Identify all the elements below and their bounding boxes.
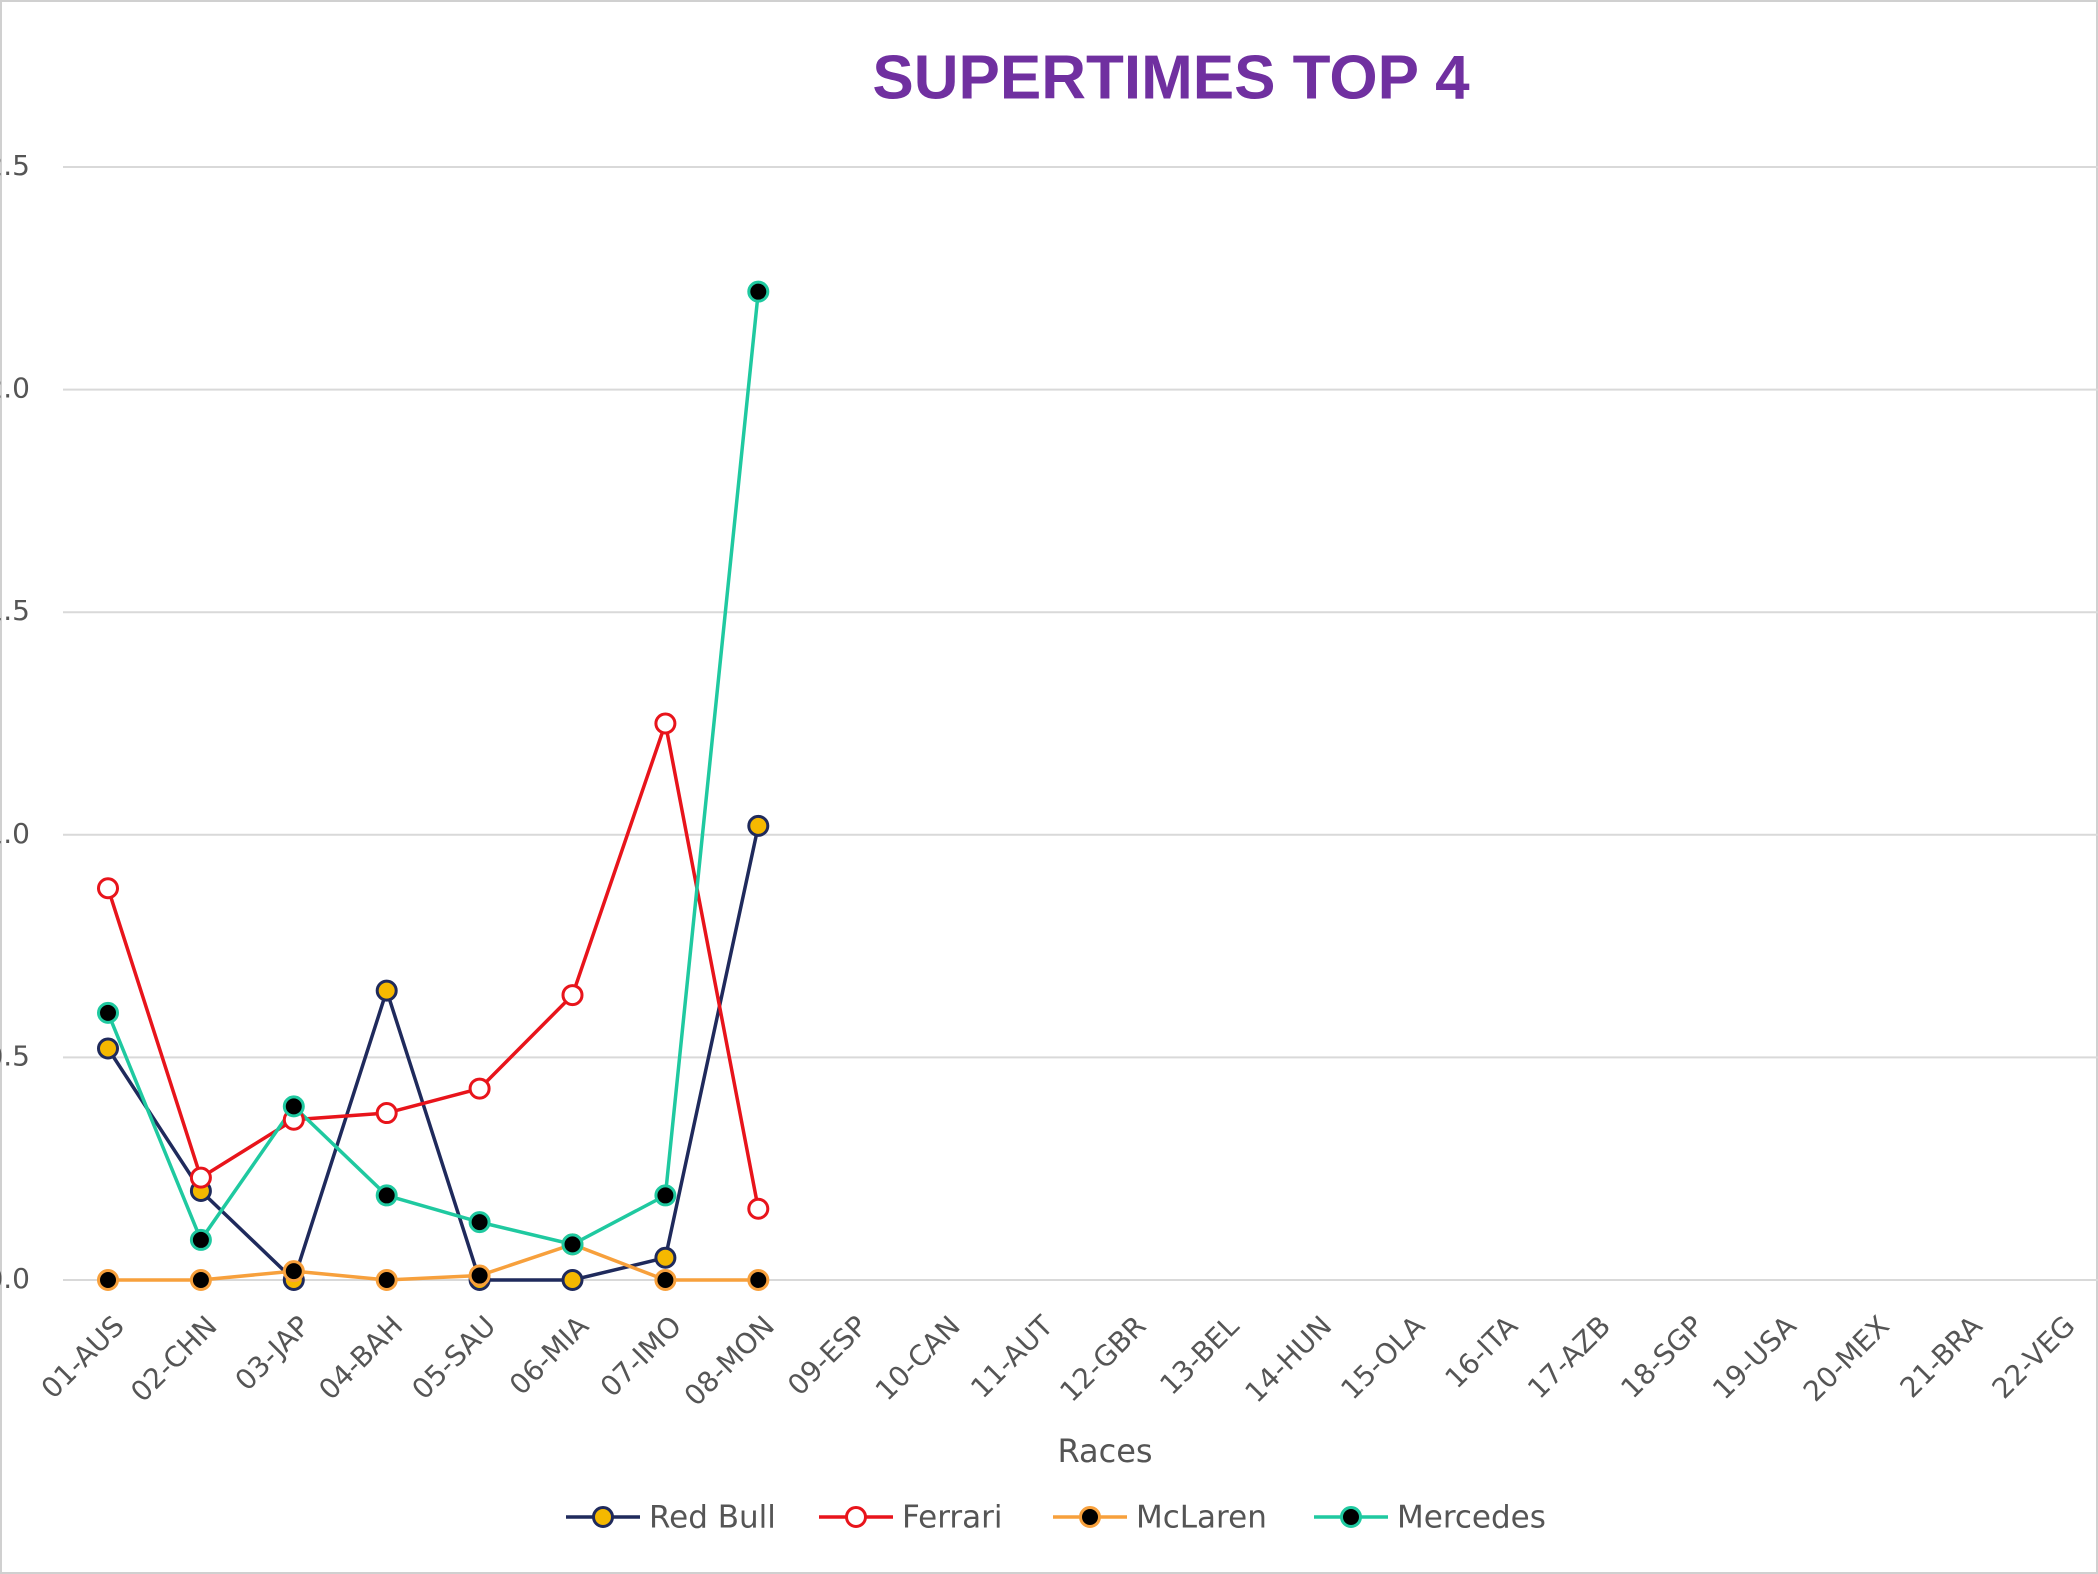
x-tick-label: 06-MIA: [503, 1309, 595, 1401]
x-tick-label: 03-JAP: [229, 1309, 317, 1397]
x-tick-label: 18-SGP: [1614, 1309, 1710, 1405]
marker: [654, 1269, 677, 1291]
marker: [561, 1233, 584, 1256]
marker: [654, 1184, 677, 1207]
x-axis-title: Races: [1057, 1432, 1152, 1470]
x-tick-label: 12-GBR: [1053, 1309, 1152, 1408]
marker: [282, 1095, 305, 1118]
marker: [654, 1246, 677, 1269]
marker: [375, 1102, 398, 1125]
x-tick-label: 22-VEG: [1986, 1309, 2082, 1405]
legend-label: Ferrari: [902, 1500, 1003, 1536]
legend-label: Mercedes: [1397, 1500, 1546, 1536]
legend-marker: [1340, 1506, 1362, 1528]
legend-marker: [1079, 1506, 1101, 1528]
x-tick-label: 13-BEL: [1153, 1309, 1245, 1401]
marker: [97, 877, 119, 900]
marker: [375, 979, 398, 1002]
x-tick-label: 19-USA: [1706, 1309, 1803, 1406]
marker: [654, 712, 677, 735]
y-tick-label: 0.0: [0, 1262, 30, 1295]
marker: [468, 1264, 491, 1287]
marker: [468, 1077, 491, 1100]
marker: [747, 814, 770, 837]
x-tick-label: 14-HUN: [1238, 1309, 1338, 1409]
marker: [561, 984, 584, 1007]
x-tick-label: 15-OLA: [1334, 1309, 1431, 1406]
legend-marker: [592, 1506, 614, 1528]
marker: [189, 1166, 212, 1189]
y-tick-label: 1.0: [0, 817, 30, 850]
chart-title: SUPERTIMES TOP 4: [872, 43, 1470, 112]
marker: [282, 1260, 305, 1283]
x-tick-label: 02-CHN: [124, 1309, 223, 1408]
x-tick-label: 21-BRA: [1894, 1309, 1989, 1404]
marker: [747, 280, 770, 303]
x-tick-label: 20-MEX: [1797, 1309, 1896, 1408]
x-tick-label: 05-SAU: [406, 1309, 503, 1406]
marker: [468, 1211, 491, 1234]
marker: [189, 1228, 212, 1251]
x-tick-label: 04-BAH: [312, 1309, 409, 1406]
marker: [375, 1184, 398, 1207]
y-tick-label: 0.5: [0, 1039, 30, 1072]
x-tick-label: 17-AZB: [1521, 1309, 1617, 1405]
marker: [189, 1269, 212, 1291]
marker: [97, 1001, 119, 1024]
x-tick-label: 10-CAN: [869, 1309, 967, 1407]
x-tick-label: 09-ESP: [781, 1309, 874, 1402]
x-tick-label: 07-IMO: [594, 1309, 688, 1403]
marker: [747, 1197, 770, 1220]
x-tick-label: 11-AUT: [964, 1309, 1060, 1405]
x-tick-label: 16-ITA: [1438, 1309, 1524, 1395]
series-line: [106, 825, 761, 1284]
x-tick-label: 01-AUS: [35, 1309, 131, 1405]
marker: [97, 1037, 119, 1060]
series-line: [108, 1242, 759, 1282]
series-line: [106, 291, 761, 1247]
legend-marker: [845, 1506, 867, 1528]
y-tick-label: 2.0: [0, 372, 30, 405]
legend-label: Red Bull: [649, 1500, 776, 1536]
x-tick-label: 08-MON: [678, 1309, 781, 1412]
marker: [375, 1269, 398, 1291]
marker: [747, 1269, 770, 1291]
y-tick-label: 1.5: [0, 594, 30, 627]
series-line: [106, 716, 761, 1210]
y-tick-label: 2.5: [0, 149, 30, 182]
marker: [97, 1269, 119, 1291]
marker: [561, 1269, 584, 1291]
legend-label: McLaren: [1136, 1500, 1267, 1536]
